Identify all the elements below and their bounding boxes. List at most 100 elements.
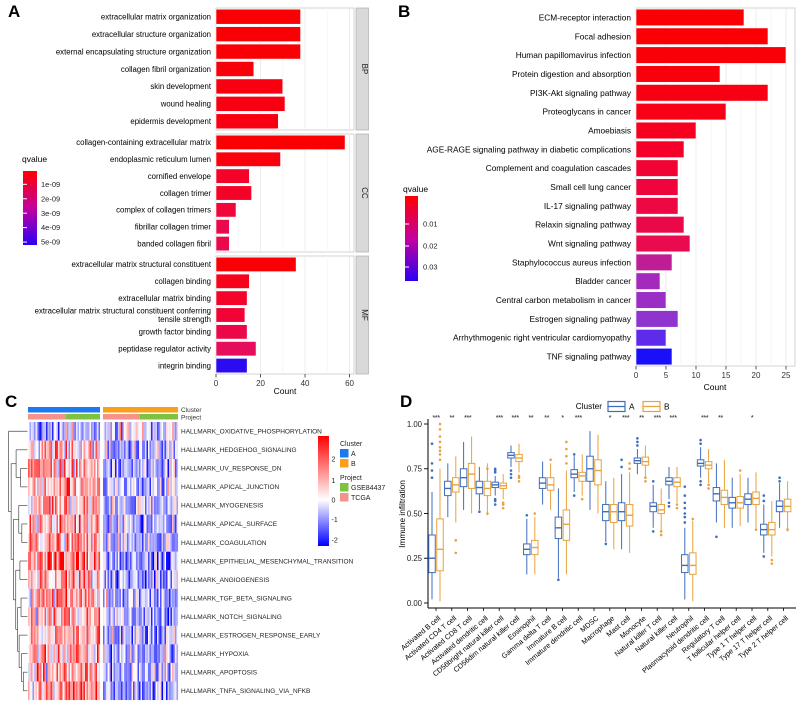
pathway-label: PI3K-Akt signaling pathway bbox=[530, 88, 632, 98]
heatmap-cell bbox=[68, 625, 71, 645]
heatmap-cell bbox=[58, 625, 60, 645]
heatmap-cell bbox=[175, 588, 177, 608]
heatmap-cell bbox=[131, 551, 134, 571]
heatmap-cell bbox=[37, 533, 39, 552]
heatmap-cell bbox=[130, 440, 132, 460]
outlier-dot bbox=[786, 528, 789, 531]
significance-stars: *** bbox=[575, 413, 583, 422]
heatmap-cell bbox=[83, 681, 86, 701]
heatmap-cell bbox=[67, 681, 69, 701]
heatmap-cell bbox=[137, 422, 140, 441]
heatmap-cell bbox=[37, 644, 39, 663]
heatmap-cell bbox=[148, 662, 150, 682]
heatmap-cell bbox=[64, 607, 66, 626]
heatmap-cell bbox=[107, 644, 110, 663]
heatmap-cell bbox=[143, 607, 146, 626]
heatmap-cell bbox=[173, 588, 176, 608]
heatmap-cell bbox=[113, 551, 116, 571]
heatmap-cell bbox=[151, 625, 153, 645]
cluster-legend-label: A bbox=[351, 451, 356, 458]
heatmap-cell bbox=[139, 588, 141, 608]
heatmap-cell bbox=[34, 440, 36, 460]
heatmap-cell bbox=[130, 644, 132, 663]
heatmap-cell bbox=[151, 422, 153, 441]
heatmap-cell bbox=[34, 625, 36, 645]
heatmap-cell bbox=[38, 459, 41, 478]
outlier-dot bbox=[438, 453, 442, 456]
heatmap-cell bbox=[82, 514, 84, 534]
heatmap-cell bbox=[140, 607, 143, 626]
heatmap-cell bbox=[166, 514, 168, 534]
heatmap-cell bbox=[175, 570, 177, 589]
heatmap-cell bbox=[158, 588, 161, 608]
significance-stars: *** bbox=[701, 413, 709, 422]
heatmap-cell bbox=[151, 459, 153, 478]
heatmap-cell bbox=[109, 533, 111, 552]
heatmap-cell bbox=[140, 551, 143, 571]
heatmap-cell bbox=[83, 662, 86, 682]
heatmap-cell bbox=[128, 607, 131, 626]
heatmap-cell bbox=[67, 644, 69, 663]
heatmap-cell bbox=[175, 551, 177, 571]
heatmap-cell bbox=[95, 440, 98, 460]
heatmap-cell bbox=[136, 588, 138, 608]
box bbox=[428, 534, 436, 574]
heatmap-cell bbox=[121, 477, 123, 497]
heatmap-cell bbox=[167, 570, 170, 589]
heatmap-cell bbox=[85, 570, 87, 589]
heatmap-cell bbox=[85, 681, 87, 701]
pathway-label: Estrogen signaling pathway bbox=[530, 314, 632, 324]
heatmap-cell bbox=[139, 551, 141, 571]
heatmap-cell bbox=[32, 662, 35, 682]
heatmap-cell bbox=[86, 681, 89, 701]
heatmap-cell bbox=[28, 477, 30, 497]
heatmap-cell bbox=[31, 644, 33, 663]
heatmap-cell bbox=[127, 477, 129, 497]
heatmap-cell bbox=[164, 625, 167, 645]
heatmap-cell bbox=[70, 422, 72, 441]
heatmap-cell bbox=[152, 496, 155, 515]
cluster-annotation-label: Cluster bbox=[181, 407, 202, 414]
hallmark-row-label: HALLMARK_HYPOXIA bbox=[181, 651, 249, 658]
heatmap-cell bbox=[83, 477, 86, 497]
heatmap-cell bbox=[124, 496, 126, 515]
heatmap-cell bbox=[152, 625, 155, 645]
heatmap-cell bbox=[164, 422, 167, 441]
heatmap-cell bbox=[133, 662, 135, 682]
heatmap-cell bbox=[41, 496, 44, 515]
heatmap-cell bbox=[167, 662, 170, 682]
significance-stars: * bbox=[561, 413, 564, 422]
heatmap-cell bbox=[148, 625, 150, 645]
heatmap-cell bbox=[110, 662, 113, 682]
heatmap-cell bbox=[157, 440, 159, 460]
heatmap-cell bbox=[50, 644, 53, 663]
heatmap-cell bbox=[55, 662, 57, 682]
heatmap-cell bbox=[133, 644, 135, 663]
pathway-bar bbox=[635, 84, 769, 102]
heatmap-cell bbox=[118, 570, 120, 589]
outlier-dot bbox=[509, 469, 513, 472]
heatmap-cell bbox=[34, 551, 36, 571]
heatmap-cell bbox=[124, 422, 126, 441]
heatmap-cell bbox=[133, 570, 135, 589]
heatmap-cell bbox=[125, 625, 128, 645]
outlier-dot bbox=[557, 578, 560, 582]
qvalue-legend-title: qvalue bbox=[22, 154, 47, 164]
heatmap-cell bbox=[121, 496, 123, 515]
heatmap-cell bbox=[67, 588, 69, 608]
heatmap-cell bbox=[176, 625, 179, 645]
heatmap-cell bbox=[52, 440, 54, 460]
heatmap-cell bbox=[46, 533, 48, 552]
heatmap-cell bbox=[148, 588, 150, 608]
heatmap-cell bbox=[55, 459, 57, 478]
heatmap-cell bbox=[86, 440, 89, 460]
heatmap-cell bbox=[50, 662, 53, 682]
heatmap-cell bbox=[29, 662, 32, 682]
heatmap-cell bbox=[38, 514, 41, 534]
heatmap-cell bbox=[146, 440, 149, 460]
heatmap-cell bbox=[40, 496, 42, 515]
heatmap-cell bbox=[29, 496, 32, 515]
heatmap-cell bbox=[88, 533, 90, 552]
heatmap-cell bbox=[145, 662, 147, 682]
heatmap-cell bbox=[43, 607, 45, 626]
